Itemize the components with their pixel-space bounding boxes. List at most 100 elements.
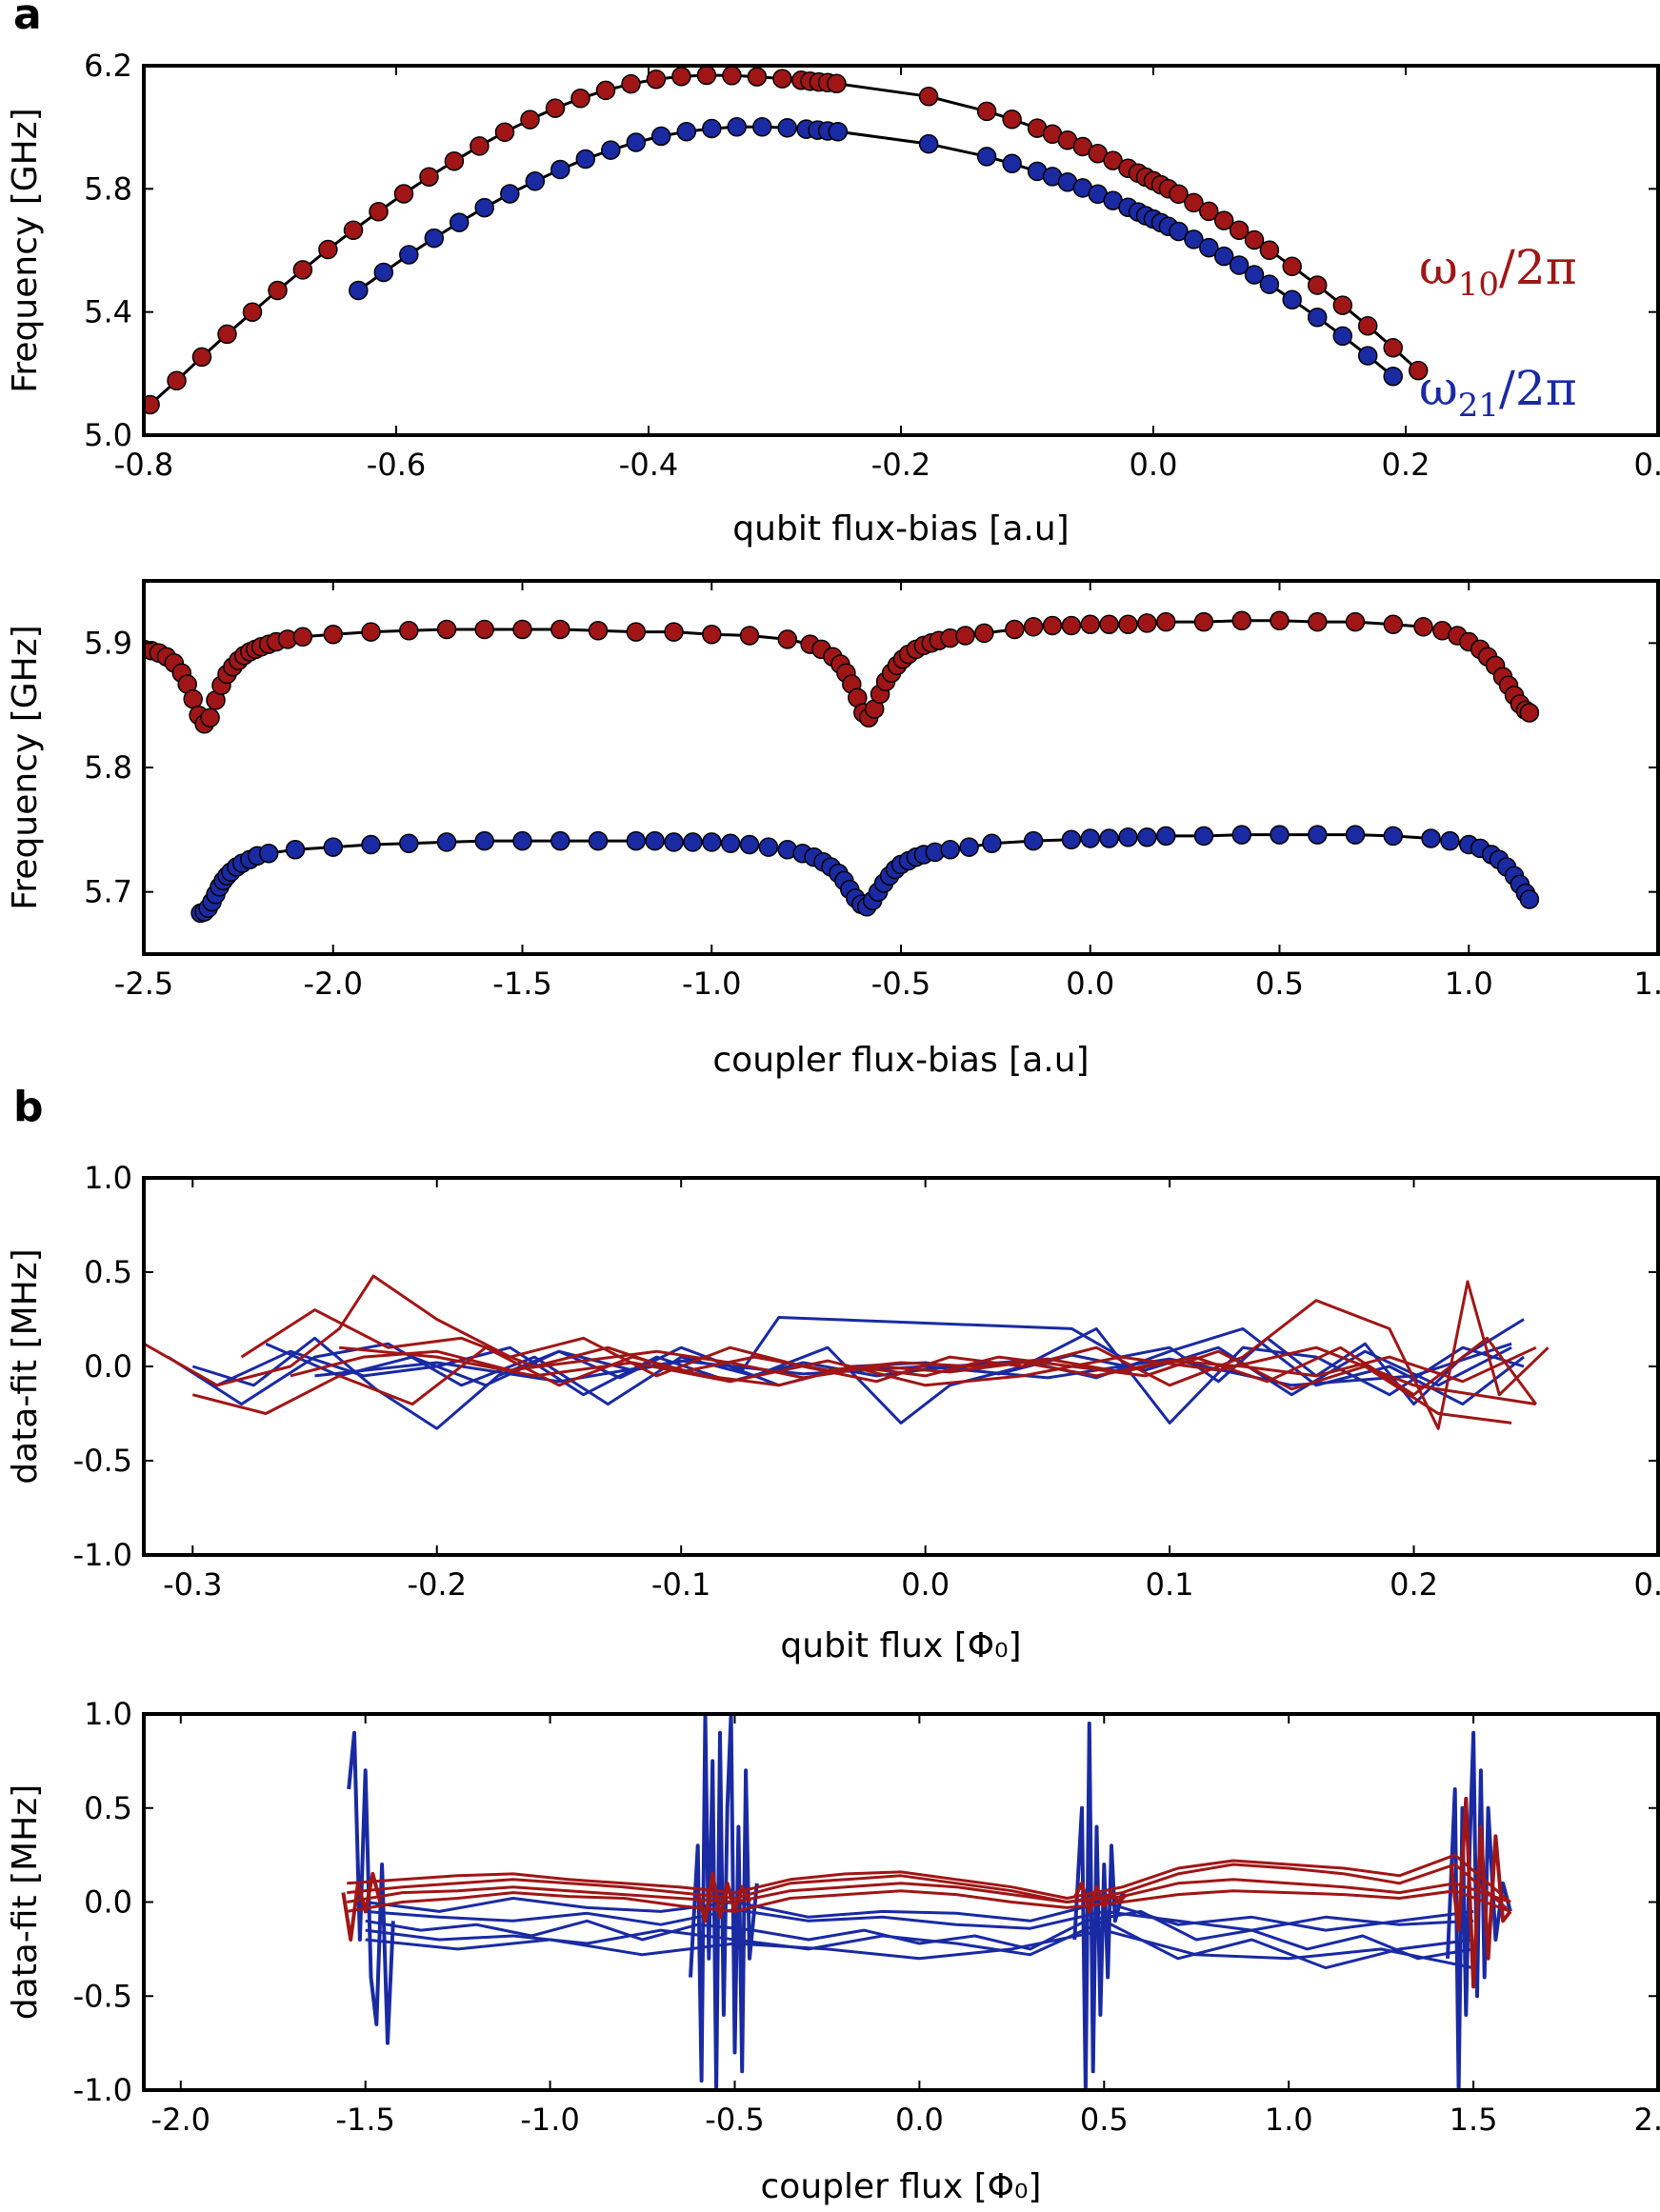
- residual-line-14: [695, 1871, 751, 1923]
- data-point: [1307, 307, 1328, 328]
- data-point: [1099, 614, 1119, 634]
- residual-line-1: [167, 1326, 1525, 1425]
- fit-curve-1: [357, 125, 1394, 378]
- data-point: [676, 121, 697, 142]
- y-tick-label: 5.7: [84, 874, 132, 910]
- data-point: [1156, 611, 1176, 632]
- data-point: [1357, 315, 1378, 336]
- x-tick-label: 0.0: [901, 1566, 950, 1603]
- x-tick-label: -2.5: [114, 966, 173, 1002]
- data-point: [1137, 613, 1157, 633]
- residual-line-7: [240, 1308, 1538, 1405]
- data-point: [419, 167, 439, 187]
- data-point: [575, 149, 596, 169]
- data-point: [1345, 825, 1366, 845]
- x-tick-label: 0.0: [1066, 966, 1114, 1002]
- data-point: [758, 837, 779, 857]
- data-point: [777, 118, 797, 138]
- data-point: [696, 66, 717, 86]
- x-tick-label: -0.4: [619, 447, 678, 483]
- x-tick-label: -1.0: [520, 2102, 579, 2138]
- y-tick-label: -1.0: [73, 1537, 132, 1573]
- residual-line-12: [347, 1853, 1511, 1903]
- data-point: [144, 394, 160, 415]
- y-tick-label: 6.2: [84, 48, 132, 84]
- data-point: [1023, 617, 1044, 637]
- data-point: [626, 830, 647, 851]
- data-point: [1061, 829, 1082, 850]
- y-axis-label: Frequency [GHz]: [6, 108, 45, 392]
- data-point: [1440, 830, 1460, 851]
- data-point: [588, 830, 609, 851]
- y-tick-label: 5.8: [84, 170, 132, 207]
- data-point: [1421, 828, 1441, 848]
- data-point: [217, 324, 237, 345]
- data-point: [752, 117, 772, 137]
- data-point: [650, 126, 671, 147]
- data-point: [1282, 256, 1302, 277]
- series-annotation: ω21/2π: [1419, 361, 1577, 425]
- data-point: [474, 619, 494, 640]
- data-point: [739, 626, 760, 646]
- panel-label-b: b: [13, 1083, 44, 1131]
- x-tick-label: 2.0: [1634, 2102, 1660, 2138]
- plot-area: [144, 610, 1540, 924]
- data-point: [1118, 827, 1138, 847]
- data-point: [739, 834, 760, 855]
- y-axis-label: data-fit [MHz]: [6, 1784, 45, 2020]
- chart-qubit-flux-residuals: -0.3 -0.2 -0.1 0.0 0.1 0.2 0.3 -1.0 -0.5 0.0 0.5 1.…: [6, 1160, 1660, 1665]
- data-point: [285, 839, 306, 860]
- data-point: [1244, 229, 1265, 250]
- data-point: [292, 260, 313, 280]
- data-point: [436, 832, 457, 852]
- data-point: [1080, 828, 1101, 848]
- data-point: [1282, 289, 1302, 309]
- data-point: [1383, 614, 1404, 634]
- y-tick-label: 5.4: [84, 294, 132, 330]
- data-point: [200, 707, 220, 727]
- x-tick-label: -1.5: [492, 966, 551, 1002]
- data-point: [1199, 237, 1219, 258]
- x-axis-label: qubit flux-bias [a.u]: [732, 509, 1069, 548]
- data-point: [399, 621, 419, 641]
- residual-line-11: [347, 1889, 1511, 1913]
- y-tick-label: -0.5: [73, 1443, 132, 1479]
- data-point: [1193, 611, 1214, 632]
- residual-line-3: [365, 1928, 1474, 1970]
- x-tick-label: 0.5: [1080, 2102, 1129, 2138]
- data-point: [827, 73, 847, 94]
- chart-coupler-flux-frequency: -2.5 -2.0 -1.5 -1.0 -0.5 0.0 0.5 1.0 1.5 5.7 5.8 5.…: [6, 579, 1660, 1080]
- data-point: [292, 627, 313, 648]
- data-point: [1259, 240, 1280, 260]
- residual-line-16: [1449, 1796, 1512, 1989]
- data-point: [1413, 617, 1433, 637]
- residual-line-8: [1446, 1730, 1512, 2090]
- data-point: [1137, 827, 1157, 847]
- x-tick-label: 0.5: [1255, 966, 1304, 1002]
- chart-coupler-flux-residuals: -2.0 -1.5 -1.0 -0.5 0.0 0.5 1.0 1.5 2.0 -1.0 -0.5 0…: [6, 1696, 1660, 2206]
- data-point: [550, 619, 570, 640]
- x-axis-label: qubit flux [Φ₀]: [780, 1626, 1021, 1665]
- data-point: [671, 67, 691, 87]
- data-point: [343, 220, 364, 240]
- data-point: [1061, 615, 1082, 636]
- y-axis-label: Frequency [GHz]: [6, 625, 45, 909]
- data-point: [512, 830, 532, 851]
- residual-line-8: [290, 1345, 1537, 1384]
- data-point: [1383, 337, 1403, 358]
- data-point: [747, 67, 768, 87]
- y-tick-label: 0.0: [84, 1348, 132, 1385]
- data-point: [1270, 610, 1290, 631]
- data-point: [601, 140, 621, 160]
- x-tick-label: 0.0: [895, 2102, 944, 2138]
- data-point: [570, 89, 590, 109]
- data-point: [369, 202, 389, 222]
- y-tick-label: 1.0: [84, 1160, 132, 1196]
- x-tick-label: -0.5: [871, 966, 930, 1002]
- data-point: [1099, 828, 1119, 848]
- data-point: [702, 118, 722, 139]
- data-point: [918, 133, 939, 154]
- data-point: [683, 832, 703, 852]
- data-point: [399, 833, 419, 853]
- data-point: [1169, 184, 1189, 205]
